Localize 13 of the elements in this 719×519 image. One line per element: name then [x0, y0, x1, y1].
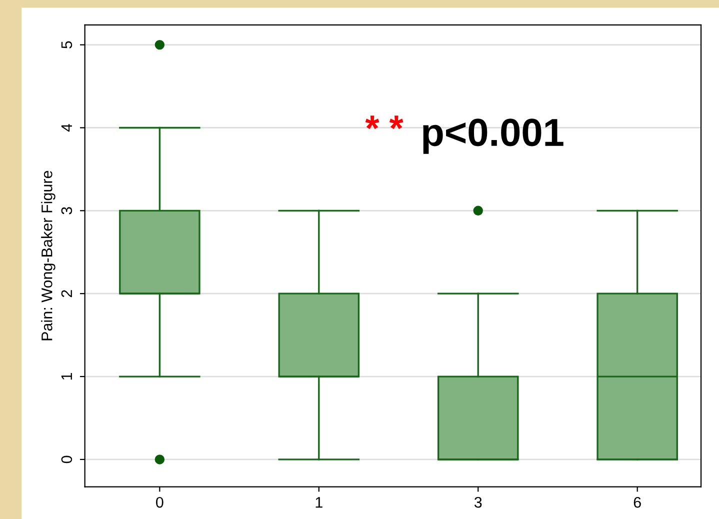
y-tick-label: 2 [61, 290, 72, 298]
y-tick-label: 3 [61, 207, 72, 214]
x-tick-label: 3 [474, 496, 482, 508]
y-axis-title: Pain: Wong-Baker Figure [41, 170, 56, 340]
y-tick-label: 0 [61, 456, 72, 464]
y-tick-label: 1 [61, 373, 72, 380]
annotation: p<0.001 [423, 118, 564, 154]
y-tick-label: 4 [61, 124, 72, 132]
x-tick-label: 1 [316, 497, 322, 508]
annotation: * * [365, 116, 404, 130]
y-tick-label: 5 [61, 41, 72, 48]
x-tick-label: 0 [156, 496, 164, 508]
x-tick-label: 6 [634, 496, 641, 508]
